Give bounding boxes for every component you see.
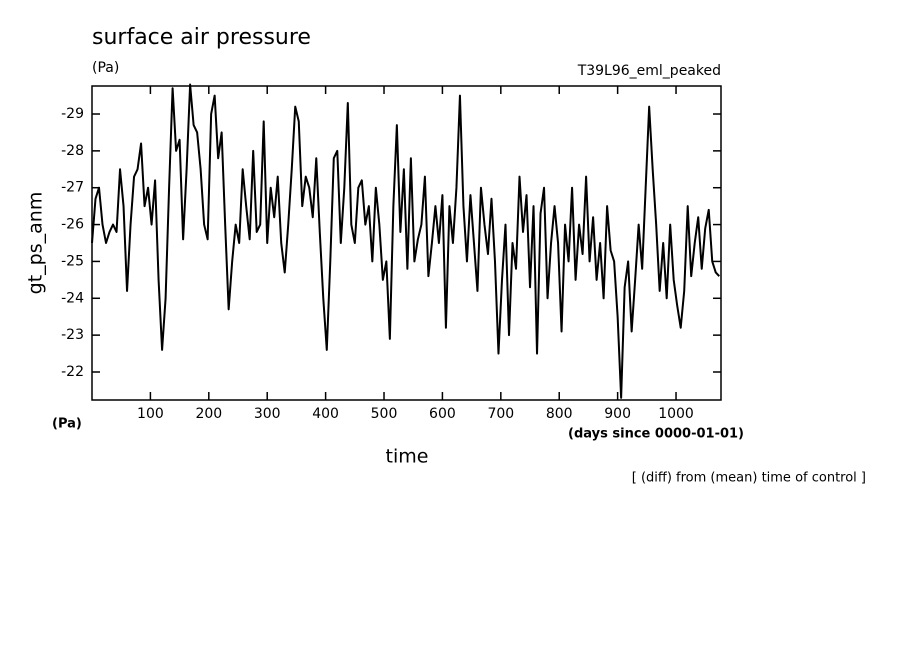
x-tick-label: 300 xyxy=(254,406,281,422)
x-tick-label: 100 xyxy=(137,406,164,422)
plot-frame xyxy=(91,85,722,401)
note: [ (diff) from (mean) time of control ] xyxy=(632,471,866,486)
x-tick-label: 600 xyxy=(429,406,456,422)
y-tick-label: -22 xyxy=(61,364,84,380)
y-tick-label: -23 xyxy=(61,327,84,343)
y-tick-label: -28 xyxy=(61,143,84,159)
experiment-label: T39L96_eml_peaked xyxy=(577,63,721,79)
unit-label: (Pa) xyxy=(92,60,119,76)
y-tick-label: -25 xyxy=(61,253,84,269)
x-tick-label: 700 xyxy=(487,406,514,422)
x-axis-label: time xyxy=(386,446,429,468)
y-tick-label: -26 xyxy=(61,217,84,233)
chart-title: surface air pressure xyxy=(92,25,311,50)
y-axis-label: gt_ps_anm xyxy=(25,192,47,295)
y-unit-label: (Pa) xyxy=(52,417,82,432)
x-tick-label: 500 xyxy=(371,406,398,422)
x-tick-label: 400 xyxy=(312,406,339,422)
y-tick-label: -24 xyxy=(61,290,84,306)
x-tick-label: 900 xyxy=(604,406,631,422)
y-tick-label: -27 xyxy=(61,180,84,196)
x-tick-label: 1000 xyxy=(658,406,694,422)
x-tick-label: 800 xyxy=(546,406,573,422)
x-tick-label: 200 xyxy=(195,406,222,422)
x-unit-label: (days since 0000-01-01) xyxy=(568,427,744,442)
y-tick-label: -29 xyxy=(61,106,84,122)
data-line xyxy=(91,83,720,399)
